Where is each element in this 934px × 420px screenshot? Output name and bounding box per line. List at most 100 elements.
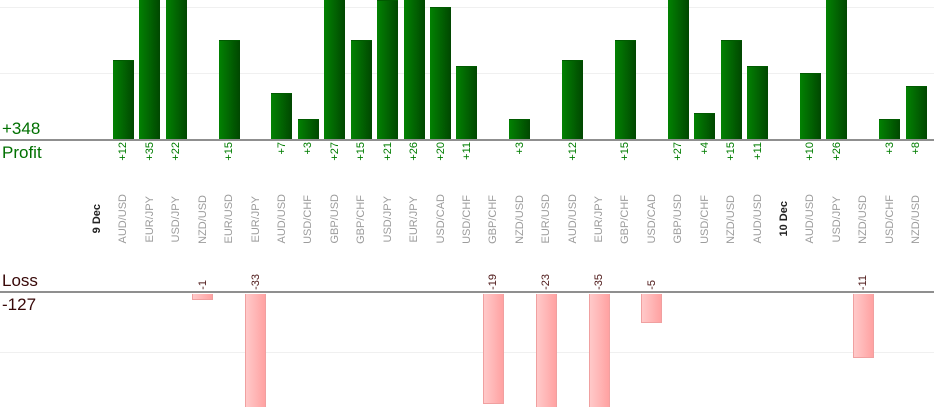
profit-value-text: +10 (804, 142, 817, 161)
date-label: 10 Dec (771, 183, 797, 255)
profit-value-label: +11 (454, 142, 480, 188)
profit-value-text: +15 (355, 142, 368, 161)
currency-pair-label: GBP/USD (665, 183, 691, 255)
profit-value-label: +12 (110, 142, 136, 188)
currency-pair-label: AUD/USD (110, 183, 136, 255)
loss-value-label: -23 (533, 256, 559, 290)
profit-value-text: +7 (275, 142, 288, 155)
profit-bar[interactable] (218, 40, 240, 139)
currency-pair-label: EUR/JPY (586, 183, 612, 255)
profit-value-text: +3 (513, 142, 526, 155)
profit-value-text: +27 (672, 142, 685, 161)
currency-pair-text: USD/JPY (170, 195, 183, 243)
profit-bar[interactable] (350, 40, 372, 139)
profit-value-text: +3 (302, 142, 315, 155)
profit-value-label: +15 (216, 142, 242, 188)
loss-value-text: -1 (196, 280, 209, 290)
profit-bar[interactable] (112, 59, 134, 139)
profit-bar[interactable] (456, 66, 478, 139)
profit-value-text: +12 (566, 142, 579, 161)
currency-pair-text: GBP/CHF (355, 194, 368, 244)
currency-pair-label: GBP/CHF (480, 183, 506, 255)
currency-pair-label: AUD/USD (269, 183, 295, 255)
currency-pair-label: GBP/USD (322, 183, 348, 255)
loss-bar[interactable] (245, 294, 266, 407)
currency-pair-label: USD/CAD (639, 183, 665, 255)
currency-pair-label: NZD/USD (507, 183, 533, 255)
profit-axis-title: Profit (2, 143, 42, 162)
profit-value-text: +11 (460, 142, 473, 160)
profit-value-text: +11 (751, 142, 764, 160)
profit-bar[interactable] (694, 112, 716, 139)
profit-bar[interactable] (720, 40, 742, 139)
profit-value-text: +15 (725, 142, 738, 161)
currency-pair-label: USD/JPY (163, 183, 189, 255)
loss-bar[interactable] (482, 294, 504, 405)
profit-bar[interactable] (562, 59, 584, 139)
profit-bar[interactable] (905, 86, 927, 139)
loss-bar[interactable] (641, 294, 663, 323)
loss-value-text: -23 (540, 274, 553, 290)
profit-value-label: +3 (877, 142, 903, 188)
currency-pair-text: NZD/USD (725, 194, 738, 244)
loss-value-label: -1 (190, 256, 216, 290)
currency-pair-label: USD/CHF (877, 183, 903, 255)
currency-pair-text: USD/CAD (434, 194, 447, 244)
profit-bar[interactable] (324, 0, 346, 139)
loss-bar[interactable] (852, 294, 874, 358)
profit-value-text: +26 (830, 142, 843, 161)
currency-pair-label: EUR/USD (216, 183, 242, 255)
loss-bar[interactable] (192, 294, 214, 300)
loss-value-label: -35 (586, 256, 612, 290)
profit-bar[interactable] (377, 0, 399, 139)
currency-pair-label: AUD/USD (745, 183, 771, 255)
profit-value-label: +26 (824, 142, 850, 188)
profit-bar[interactable] (826, 0, 848, 139)
profit-bar[interactable] (297, 119, 319, 139)
profit-bar[interactable] (747, 66, 768, 139)
loss-value-text: -5 (645, 280, 658, 290)
currency-pair-text: USD/JPY (830, 195, 843, 243)
profit-bar[interactable] (139, 0, 161, 139)
currency-pair-label: GBP/CHF (348, 183, 374, 255)
profit-value-text: +3 (883, 142, 896, 155)
currency-pair-text: GBP/CHF (487, 194, 500, 244)
loss-value-label: -5 (639, 256, 665, 290)
profit-bar[interactable] (799, 73, 821, 139)
currency-pair-text: NZD/USD (513, 194, 526, 244)
loss-axis-title: Loss (2, 271, 38, 290)
profit-bar[interactable] (879, 119, 901, 139)
currency-pair-text: AUD/USD (275, 194, 288, 244)
currency-pair-label: USD/CHF (454, 183, 480, 255)
currency-pair-text: USD/CAD (645, 194, 658, 244)
profit-value-label: +3 (507, 142, 533, 188)
currency-pair-text: AUD/USD (751, 194, 764, 244)
currency-pair-text: USD/CHF (302, 194, 315, 244)
profit-bar[interactable] (509, 119, 531, 139)
profit-value-label: +20 (428, 142, 454, 188)
profit-bar[interactable] (667, 0, 689, 139)
currency-pair-text: AUD/USD (566, 194, 579, 244)
profit-value-label: +4 (692, 142, 718, 188)
profit-value-text: +20 (434, 142, 447, 161)
profit-value-label: +3 (295, 142, 321, 188)
profit-bar[interactable] (430, 7, 451, 139)
currency-pair-label: USD/CAD (428, 183, 454, 255)
date-label-text: 9 Dec (91, 204, 103, 234)
currency-pair-text: NZD/USD (857, 194, 870, 244)
currency-pair-label: EUR/JPY (401, 183, 427, 255)
currency-pair-text: NZD/USD (196, 194, 209, 244)
profit-bar[interactable] (403, 0, 425, 139)
profit-bar[interactable] (271, 92, 293, 139)
date-label-text: 10 Dec (777, 201, 790, 237)
profit-value-label: +27 (322, 142, 348, 188)
profit-value-text: +15 (223, 142, 236, 161)
date-label: 9 Dec (84, 183, 110, 255)
loss-bar[interactable] (588, 294, 610, 407)
currency-pair-text: EUR/USD (540, 194, 553, 244)
loss-bar[interactable] (535, 294, 557, 407)
profit-value-text: +21 (381, 142, 394, 161)
currency-pair-label: NZD/USD (190, 183, 216, 255)
profit-bar[interactable] (614, 40, 636, 139)
profit-bar[interactable] (165, 0, 187, 139)
